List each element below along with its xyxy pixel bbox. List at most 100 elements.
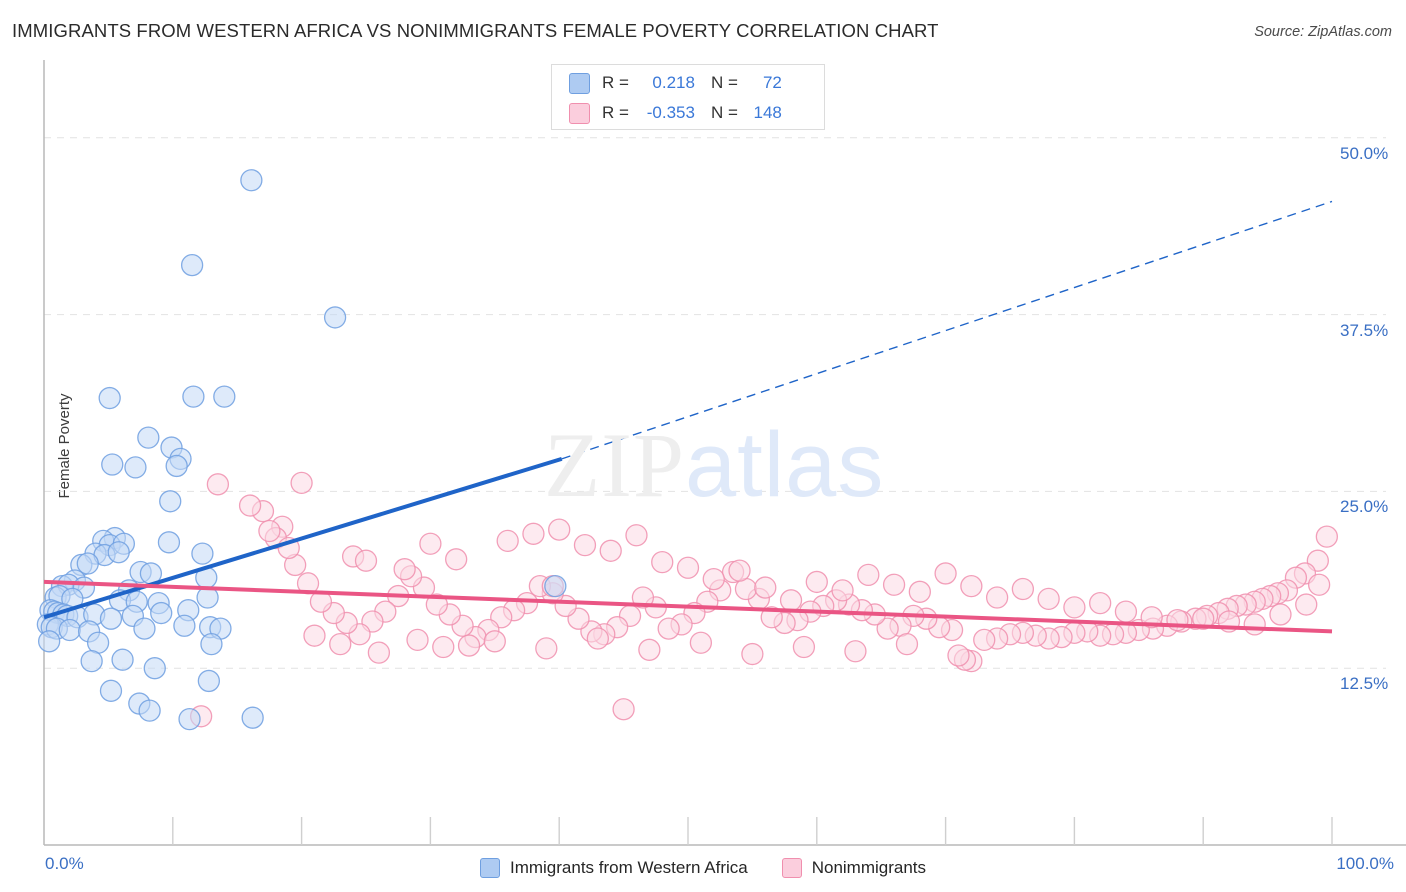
legend-immigrants-label: Immigrants from Western Africa (509, 858, 748, 877)
scatter-point (111, 648, 134, 671)
scatter-point (908, 580, 931, 603)
x-axis-min-label: 0.0% (45, 854, 84, 873)
scatter-point (206, 473, 230, 496)
blue-trend-line-dashed (561, 200, 1333, 460)
scatter-point (138, 699, 161, 722)
scatter-point (573, 533, 597, 557)
scatter-point (1114, 600, 1138, 623)
x-axis-ticks (172, 817, 1333, 845)
scatter-point (1192, 607, 1215, 630)
scatter-point (258, 519, 281, 543)
scatter-point (137, 426, 160, 449)
scatter-point (496, 529, 519, 553)
scatter-point (779, 589, 803, 612)
scatter-point (689, 631, 713, 654)
scatter-point (754, 576, 777, 599)
scatter-point (425, 593, 448, 616)
scatter-point (107, 541, 130, 564)
scatter-point (702, 567, 725, 591)
scatter-point (805, 570, 828, 594)
scatter-point (1037, 587, 1060, 611)
scatter-point (197, 669, 221, 693)
y-axis-tick-label: 50.0% (1340, 143, 1389, 163)
scatter-point (445, 548, 468, 571)
scatter-point (150, 601, 173, 625)
blue-r-value: 0.218 (652, 73, 695, 92)
page-title: IMMIGRANTS FROM WESTERN AFRICA VS NONIMM… (12, 20, 939, 41)
scatter-point (548, 518, 571, 541)
scatter-point (38, 630, 61, 653)
scatter-point (535, 637, 558, 660)
scatter-point (586, 627, 609, 650)
scatter-point (483, 630, 506, 653)
scatter-point (792, 635, 816, 659)
blue-n-label: N = (710, 73, 738, 92)
scatter-point (544, 575, 567, 598)
scatter-point (676, 556, 700, 579)
scatter-point (133, 617, 156, 640)
scatter-point (1089, 591, 1112, 615)
scatter-point (457, 634, 481, 657)
scatter-point (1295, 593, 1318, 616)
source-attribution: Source: ZipAtlas.com (1254, 24, 1392, 40)
legend-nonimmigrants-label: Nonimmigrants (811, 858, 927, 877)
stat-row-immigrants: R = 0.218 N = 72 (552, 68, 824, 98)
scatter-point (178, 707, 201, 731)
scatter-point (406, 628, 429, 652)
correlation-stats-box: R = 0.218 N = 72 R = -0.353 N = 148 (551, 64, 825, 130)
pink-n-label: N = (710, 103, 738, 122)
scatter-point (98, 386, 121, 410)
scatter-point (895, 633, 919, 656)
scatter-point (1307, 573, 1331, 596)
scatter-point (101, 453, 124, 476)
blue-trend-line-solid (43, 456, 563, 620)
scatter-point (876, 617, 899, 640)
x-axis-max-label: 100.0% (1336, 854, 1394, 873)
scatter-point (638, 638, 661, 661)
scatter-point (165, 454, 188, 478)
y-axis-tick-label: 37.5% (1340, 320, 1389, 340)
scatter-point (323, 306, 347, 329)
blue-r-label: R = (602, 73, 629, 92)
scatter-point (1315, 525, 1338, 548)
scatter-point (728, 559, 751, 582)
legend-item-nonimmigrants[interactable]: Nonimmigrants (781, 858, 927, 878)
scatter-point (831, 579, 854, 602)
y-axis-tick-label: 12.5% (1340, 674, 1389, 694)
scatter-point (180, 253, 204, 277)
series-legend: Immigrants from Western Africa Nonimmigr… (0, 858, 1406, 878)
axis-lines (43, 60, 1406, 846)
scatter-point (240, 169, 263, 192)
scatter-point (303, 624, 326, 647)
scatter-point (393, 558, 416, 581)
scatter-point (241, 706, 264, 729)
legend-blue-swatch-icon (479, 858, 500, 878)
scatter-point (173, 614, 196, 637)
scatter-point (143, 657, 166, 680)
legend-item-immigrants[interactable]: Immigrants from Western Africa (479, 858, 748, 878)
scatter-point (651, 550, 674, 574)
scatter-point (432, 635, 455, 659)
scatter-point (741, 642, 764, 666)
scatter-point (329, 633, 352, 656)
scatter-point (947, 644, 970, 667)
pink-r-value: -0.353 (646, 103, 695, 122)
scatter-point (157, 531, 181, 554)
scatter-point (124, 456, 147, 479)
scatter-point (844, 640, 867, 663)
scatter-point (354, 549, 378, 572)
scatter-point (522, 522, 545, 545)
gridlines (44, 137, 1386, 669)
pink-trend-line (43, 579, 1333, 634)
stat-row-nonimmigrants: R = -0.353 N = 148 (552, 98, 824, 128)
scatter-point (367, 641, 391, 664)
scatter-point (625, 524, 648, 547)
scatter-point (1011, 577, 1035, 601)
scatter-point (191, 542, 214, 565)
scatter-point (934, 562, 957, 585)
trend-lines (43, 200, 1333, 634)
scatter-point (882, 573, 906, 596)
blue-swatch-icon (569, 72, 590, 94)
